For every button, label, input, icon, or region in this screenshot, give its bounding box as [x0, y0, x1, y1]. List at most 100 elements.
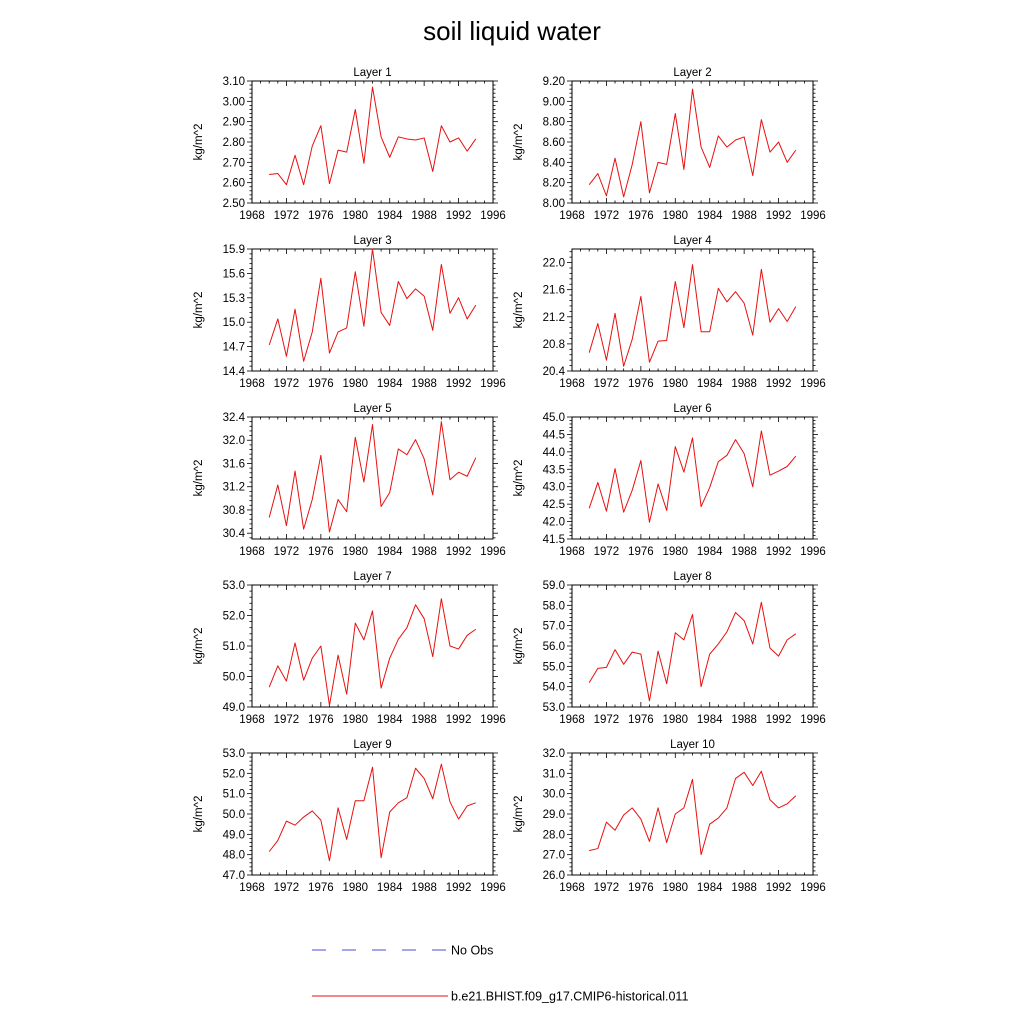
y-tick-label: 43.0 — [543, 482, 565, 494]
panel-layer-5: Layer 5 kg/m^2 1968 1972 1976 1980 1984 1988 199… — [193, 403, 506, 558]
plot-frame — [251, 80, 494, 204]
y-axis-label: kg/m^2 — [193, 628, 205, 665]
panel-layer-4: Layer 4 kg/m^2 1968 1972 1976 1980 1984 1988 199… — [513, 235, 826, 390]
panel-title: Layer 2 — [673, 67, 711, 79]
x-tick-label: 1996 — [800, 210, 826, 222]
y-tick-label: 27.0 — [543, 850, 565, 862]
y-tick-label: 8.00 — [543, 198, 565, 210]
x-tick-label: 1996 — [800, 378, 826, 390]
x-tick-label: 1996 — [800, 714, 826, 726]
y-tick-label: 53.0 — [223, 580, 245, 592]
y-tick-label: 47.0 — [223, 870, 245, 882]
x-tick-label: 1988 — [411, 882, 437, 894]
series-line — [588, 601, 797, 702]
y-tick-label: 3.00 — [223, 96, 245, 108]
x-tick-label: 1976 — [628, 378, 654, 390]
y-tick-label: 51.0 — [223, 641, 245, 653]
plot-frame — [571, 80, 814, 204]
y-tick-label: 21.6 — [543, 285, 565, 297]
x-tick-label: 1988 — [411, 714, 437, 726]
panel-title: Layer 6 — [673, 403, 711, 415]
x-tick-label: 1984 — [697, 714, 723, 726]
y-tick-label: 2.80 — [223, 137, 245, 149]
x-tick-label: 1980 — [342, 378, 368, 390]
x-tick-label: 1976 — [308, 378, 334, 390]
x-tick-label: 1984 — [377, 546, 403, 558]
y-tick-label: 2.70 — [223, 157, 245, 169]
y-tick-label: 50.0 — [223, 672, 245, 684]
legend-entry-no-obs: No Obs — [312, 944, 493, 958]
x-tick-label: 1984 — [377, 378, 403, 390]
x-tick-label: 1996 — [480, 882, 506, 894]
y-tick-label: 56.0 — [543, 641, 565, 653]
series-line — [589, 770, 797, 856]
x-tick-label: 1992 — [446, 546, 472, 558]
y-tick-label: 51.0 — [223, 789, 245, 801]
y-tick-label: 9.20 — [543, 76, 565, 88]
x-tick-label: 1972 — [594, 378, 620, 390]
panel-layer-2: Layer 2 kg/m^2 1968 1972 1976 1980 1984 1988 199… — [513, 67, 826, 222]
x-tick-label: 1972 — [594, 714, 620, 726]
y-tick-label: 8.80 — [543, 117, 565, 129]
y-tick-label: 14.7 — [223, 342, 245, 354]
x-tick-label: 1968 — [559, 882, 585, 894]
x-tick-label: 1976 — [628, 210, 654, 222]
y-tick-label: 3.10 — [223, 76, 245, 88]
y-tick-label: 2.60 — [223, 178, 245, 190]
y-tick-label: 53.0 — [223, 748, 245, 760]
x-tick-label: 1992 — [766, 714, 792, 726]
y-tick-label: 42.0 — [543, 517, 565, 529]
plot-frame — [571, 584, 814, 708]
y-tick-label: 14.4 — [223, 366, 246, 378]
x-tick-label: 1972 — [274, 714, 300, 726]
x-tick-label: 1980 — [342, 714, 368, 726]
x-tick-label: 1992 — [446, 882, 472, 894]
y-tick-label: 50.0 — [223, 809, 245, 821]
y-tick-label: 15.3 — [223, 293, 245, 305]
panel-title: Layer 8 — [673, 571, 711, 583]
y-tick-label: 45.0 — [543, 412, 565, 424]
y-tick-label: 32.0 — [543, 748, 565, 760]
x-tick-label: 1996 — [480, 378, 506, 390]
plot-frame — [251, 416, 494, 540]
y-tick-label: 57.0 — [543, 621, 565, 633]
x-tick-label: 1976 — [308, 882, 334, 894]
plot-frame — [251, 248, 494, 372]
x-tick-label: 1968 — [559, 714, 585, 726]
x-tick-label: 1996 — [480, 714, 506, 726]
x-tick-label: 1988 — [731, 210, 757, 222]
y-tick-label: 8.60 — [543, 137, 565, 149]
x-tick-label: 1988 — [731, 714, 757, 726]
y-tick-label: 49.0 — [223, 702, 245, 714]
series-line — [269, 86, 477, 186]
panel-title: Layer 10 — [670, 739, 715, 751]
y-tick-label: 20.4 — [543, 366, 566, 378]
y-tick-label: 52.0 — [223, 611, 245, 623]
x-tick-label: 1968 — [559, 378, 585, 390]
y-tick-label: 21.2 — [543, 312, 565, 324]
y-tick-label: 32.4 — [223, 412, 246, 424]
x-tick-label: 1996 — [480, 546, 506, 558]
panel-layer-7: Layer 7 kg/m^2 1968 1972 1976 1980 1984 1988 199… — [193, 571, 506, 726]
x-tick-label: 1992 — [446, 210, 472, 222]
y-tick-label: 28.0 — [543, 829, 565, 841]
y-axis-label: kg/m^2 — [513, 460, 525, 497]
x-tick-label: 1976 — [628, 882, 654, 894]
x-tick-label: 1996 — [480, 210, 506, 222]
y-tick-label: 52.0 — [223, 768, 245, 780]
panel-title: Layer 5 — [353, 403, 391, 415]
x-tick-label: 1988 — [731, 546, 757, 558]
y-tick-label: 2.90 — [223, 117, 245, 129]
plot-frame — [571, 752, 814, 876]
y-axis-label: kg/m^2 — [513, 628, 525, 665]
x-tick-label: 1984 — [377, 210, 403, 222]
y-axis-label: kg/m^2 — [513, 124, 525, 161]
x-tick-label: 1968 — [239, 378, 265, 390]
plot-frame — [571, 416, 814, 540]
x-tick-label: 1984 — [377, 882, 403, 894]
x-tick-label: 1968 — [239, 714, 265, 726]
x-tick-label: 1980 — [662, 882, 688, 894]
y-tick-label: 59.0 — [543, 580, 565, 592]
x-tick-label: 1992 — [766, 546, 792, 558]
panel-title: Layer 4 — [673, 235, 712, 247]
